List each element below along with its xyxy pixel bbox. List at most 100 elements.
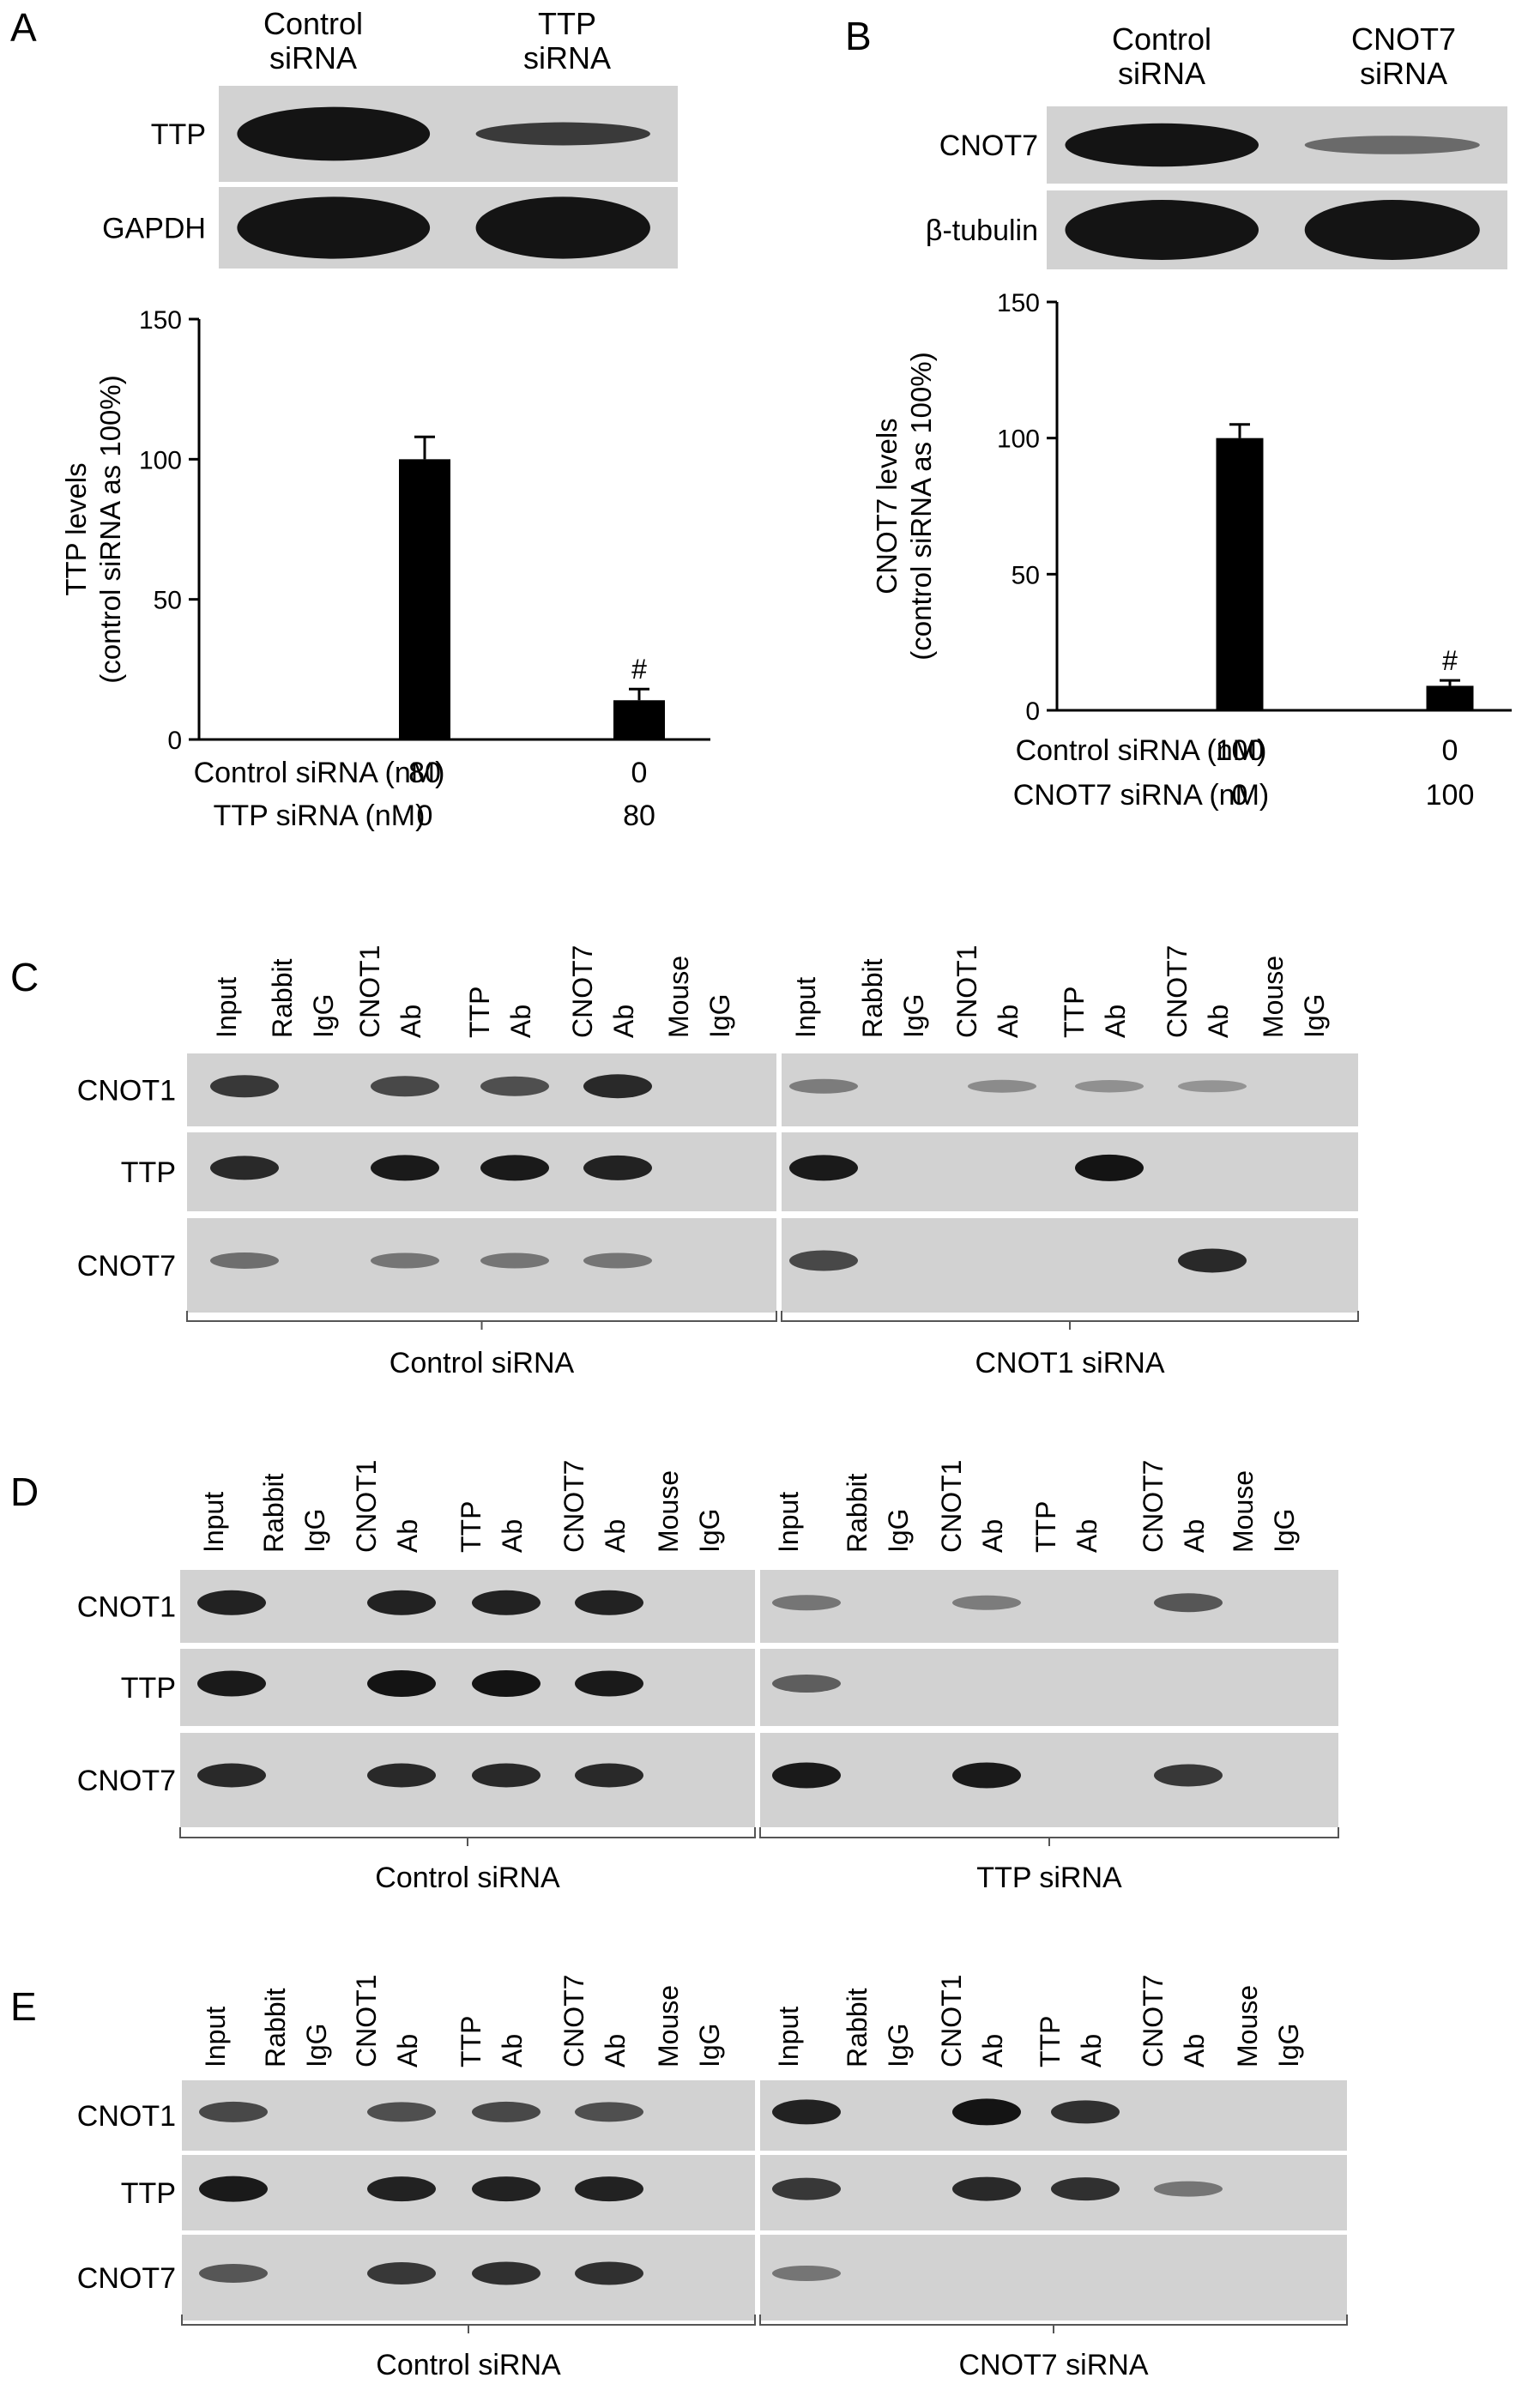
blot-row-label: CNOT7 [77, 2262, 176, 2295]
blot-band [1154, 2181, 1223, 2197]
blot-band [575, 2176, 643, 2202]
group-label: Control siRNA [390, 1347, 575, 1379]
lane-label: Input [211, 977, 242, 1038]
y-tick-label: 0 [1025, 697, 1040, 726]
condition-value: 100 [1426, 779, 1475, 812]
lane-label: Input [790, 977, 821, 1038]
lane-label: IgG [1299, 993, 1330, 1038]
blot-band [472, 1590, 541, 1615]
lane-label: CNOT7 [1162, 945, 1193, 1038]
bar [1426, 685, 1474, 710]
lane-label: Mouse [663, 956, 694, 1038]
lane-label: Ab [1179, 2034, 1210, 2067]
lane-label: Rabbit [842, 1473, 873, 1553]
lane-label: Rabbit [260, 1988, 291, 2067]
blot-band [1075, 1154, 1144, 1181]
blot-band [789, 1078, 858, 1094]
lane-label: Ab [1076, 2034, 1107, 2067]
lane-label: Ab [497, 1519, 528, 1553]
lane-label: TTP [1035, 2016, 1066, 2067]
blot-band [367, 1670, 436, 1697]
blot-band [1304, 200, 1480, 260]
panel-d: D Input Rabbit IgG CNOT1 Ab TTP Ab CNOT7 Ab Mouse I… [10, 1460, 1339, 1894]
blot-band [772, 1762, 841, 1789]
lane-label: TTP [1059, 987, 1090, 1038]
blot-band [1178, 1080, 1247, 1093]
lane-label: CNOT7 [559, 1460, 589, 1553]
blot-band [199, 2176, 268, 2202]
lane-label: IgG [694, 1508, 725, 1553]
group-label: Control siRNA [376, 2349, 561, 2381]
blot-strip [187, 1132, 776, 1211]
lane-label: IgG [704, 993, 735, 1038]
lane-label: TTP [1030, 1501, 1061, 1553]
group-label: CNOT1 siRNA [975, 1347, 1164, 1379]
blot-row-label: GAPDH [102, 213, 206, 245]
panel-a: A ControlsiRNATTPsiRNATTPGAPDH050100150TT… [10, 5, 710, 832]
blot-band [583, 1074, 652, 1099]
blot-header-1-line: siRNA [1118, 56, 1205, 91]
blot-strip [182, 2235, 755, 2321]
y-tick-label: 150 [997, 289, 1040, 317]
blot-band [472, 2176, 541, 2202]
y-axis-label: (control siRNA as 100%) [905, 352, 937, 660]
blot-band [197, 1590, 266, 1615]
lane-label: Ab [600, 2034, 631, 2067]
panel-letter-c: C [10, 955, 39, 999]
blot-band [1178, 1248, 1247, 1273]
blot-band [367, 1763, 436, 1788]
blot-band [197, 1670, 266, 1697]
blot-band [1304, 136, 1480, 154]
condition-label: CNOT7 siRNA (nM) [1013, 779, 1269, 812]
blot-band [789, 1250, 858, 1271]
group-bracket [759, 2315, 1348, 2333]
blot-band [367, 1590, 436, 1615]
condition-value: 0 [631, 757, 648, 789]
group-bracket [759, 1827, 1339, 1846]
blot-header-1-line: Control [263, 6, 363, 41]
lane-label: Rabbit [258, 1473, 289, 1553]
condition-value: 0 [1232, 779, 1248, 812]
group-label: Control siRNA [375, 1862, 560, 1894]
condition-value: 80 [408, 757, 441, 789]
lane-label: TTP [456, 2016, 486, 2067]
blot-strip [760, 1570, 1338, 1643]
blot-band [1051, 2177, 1120, 2201]
lane-label: Ab [1100, 1005, 1131, 1038]
lane-label: Input [198, 1492, 229, 1553]
panel-c: C Input Rabbit IgG CNOT1 Ab TTP Ab CNOT7 Ab Mouse I… [10, 945, 1359, 1379]
panel-b: B ControlsiRNACNOT7siRNACNOT7β-tubulin050… [845, 14, 1512, 812]
lane-label: CNOT7 [1138, 1460, 1169, 1553]
lane-label: Mouse [653, 1985, 684, 2067]
blot-row-label: TTP [121, 1156, 176, 1189]
lane-label: CNOT1 [351, 1975, 382, 2067]
lane-label: TTP [456, 1501, 486, 1553]
blot-row-label: CNOT1 [77, 2100, 176, 2133]
condition-value: 0 [1442, 734, 1458, 767]
y-tick-label: 0 [167, 727, 182, 755]
blot-strip [182, 2080, 755, 2151]
lane-label: Ab [1179, 1519, 1210, 1553]
blot-band [197, 1763, 266, 1788]
blot-band [472, 1670, 541, 1697]
blot-band [575, 2261, 643, 2285]
lane-label: Ab [505, 1005, 536, 1038]
lane-label: Ab [396, 1005, 426, 1038]
blot-band [1051, 2100, 1120, 2124]
blot-band [472, 2261, 541, 2285]
blot-band [583, 1252, 652, 1269]
group-bracket [179, 1827, 756, 1846]
group-label: CNOT7 siRNA [958, 2349, 1148, 2381]
y-tick-label: 100 [139, 446, 182, 474]
blot-band [367, 2102, 436, 2122]
lane-label: IgG [883, 1508, 914, 1553]
blot-header-1-line: Control [1112, 21, 1211, 57]
blot-band [210, 1156, 279, 1180]
lane-label: Mouse [1232, 1985, 1263, 2067]
lane-label: IgG [308, 993, 339, 1038]
blot-row-label: CNOT1 [77, 1591, 176, 1624]
lane-label: CNOT1 [354, 945, 385, 1038]
lane-label: TTP [464, 987, 495, 1038]
blot-band [1075, 1080, 1144, 1093]
